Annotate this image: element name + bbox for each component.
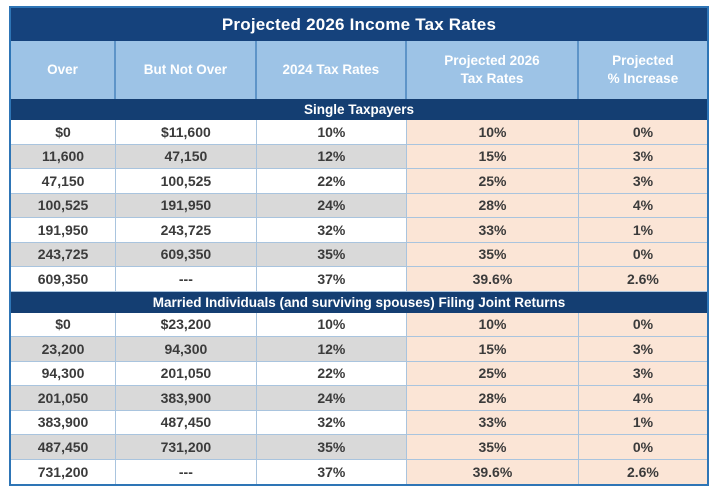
table-cell: 28% [407, 386, 579, 411]
table-cell: 12% [256, 144, 407, 169]
table-cell: 11,600 [11, 144, 117, 169]
table-cell: $23,200 [116, 312, 257, 337]
table-cell: 32% [256, 410, 407, 435]
table-cell: 0% [578, 312, 707, 337]
table-cell: 191,950 [116, 193, 257, 218]
table-cell: 609,350 [116, 242, 257, 267]
table-cell: 243,725 [11, 242, 117, 267]
table-cell: 383,900 [11, 410, 117, 435]
table-cell: 10% [256, 312, 407, 337]
table-cell: 609,350 [11, 267, 117, 292]
table-cell: 100,525 [11, 193, 117, 218]
table-cell: 0% [578, 435, 707, 460]
table-cell: 1% [578, 410, 707, 435]
table-cell: 3% [578, 169, 707, 194]
table-cell: 94,300 [116, 337, 257, 362]
section-header-married-individuals-and-: Married Individuals (and surviving spous… [11, 291, 707, 313]
table-cell: 12% [256, 337, 407, 362]
table-cell: 2.6% [578, 267, 707, 292]
column-header-2024-tax-rates: 2024 Tax Rates [257, 41, 407, 99]
table-row: $0 $11,600 10% 10% 0% [11, 120, 707, 145]
table-cell: 3% [578, 144, 707, 169]
table-body: Single Taxpayers $0 $11,600 10% 10% 0% 11,600 4… [11, 99, 707, 484]
table-cell: 28% [407, 193, 579, 218]
table-row: 383,900 487,450 32% 33% 1% [11, 410, 707, 435]
table-cell: 3% [578, 361, 707, 386]
column-header-over: Over [11, 41, 117, 99]
table-row: 731,200 --- 37% 39.6% 2.6% [11, 459, 707, 484]
table-cell: 33% [407, 410, 579, 435]
table-cell: 4% [578, 386, 707, 411]
table-cell: 201,050 [11, 386, 117, 411]
table-cell: 243,725 [116, 218, 257, 243]
table-cell: 0% [578, 242, 707, 267]
table-row: $0 $23,200 10% 10% 0% [11, 312, 707, 337]
column-header-row: Over But Not Over 2024 Tax Rates Projected … [11, 41, 707, 99]
table-cell: 4% [578, 193, 707, 218]
table-cell: 39.6% [407, 267, 579, 292]
table-row: 100,525 191,950 24% 28% 4% [11, 193, 707, 218]
table-cell: 94,300 [11, 361, 117, 386]
table-cell: 47,150 [11, 169, 117, 194]
table-row: 23,200 94,300 12% 15% 3% [11, 337, 707, 362]
table-cell: 25% [407, 361, 579, 386]
table-cell: 24% [256, 193, 407, 218]
table-row: 609,350 --- 37% 39.6% 2.6% [11, 267, 707, 292]
table-cell: 10% [256, 120, 407, 145]
table-cell: 22% [256, 361, 407, 386]
table-row: 11,600 47,150 12% 15% 3% [11, 144, 707, 169]
table-cell: --- [116, 459, 257, 484]
table-cell: 383,900 [116, 386, 257, 411]
table-title: Projected 2026 Income Tax Rates [11, 8, 707, 41]
table-row: 94,300 201,050 22% 25% 3% [11, 361, 707, 386]
table-cell: 24% [256, 386, 407, 411]
table-row: 201,050 383,900 24% 28% 4% [11, 386, 707, 411]
table-row: 487,450 731,200 35% 35% 0% [11, 435, 707, 460]
table-cell: $11,600 [116, 120, 257, 145]
table-cell: 39.6% [407, 459, 579, 484]
table-cell: 15% [407, 337, 579, 362]
table-cell: 487,450 [11, 435, 117, 460]
table-cell: 100,525 [116, 169, 257, 194]
income-tax-rates-table: Projected 2026 Income Tax Rates Over But … [9, 6, 709, 486]
table-cell: 23,200 [11, 337, 117, 362]
table-cell: 32% [256, 218, 407, 243]
column-header-projected-increase: Projected % Increase [607, 52, 679, 86]
table-row: 191,950 243,725 32% 33% 1% [11, 218, 707, 243]
table-cell: 35% [256, 435, 407, 460]
table-cell: 10% [407, 312, 579, 337]
section-header-single-taxpayers: Single Taxpayers [11, 99, 707, 120]
table-cell: 15% [407, 144, 579, 169]
table-cell: 37% [256, 459, 407, 484]
table-cell: 37% [256, 267, 407, 292]
table-cell: 25% [407, 169, 579, 194]
table-row: 243,725 609,350 35% 35% 0% [11, 242, 707, 267]
table-cell: 35% [256, 242, 407, 267]
table-cell: 487,450 [116, 410, 257, 435]
table-cell: 33% [407, 218, 579, 243]
table-cell: 1% [578, 218, 707, 243]
table-cell: 0% [578, 120, 707, 145]
table-cell: 35% [407, 242, 579, 267]
table-row: 47,150 100,525 22% 25% 3% [11, 169, 707, 194]
column-header-but-not-over: But Not Over [116, 41, 257, 99]
column-header-projected-2026-tax-rates: Projected 2026 Tax Rates [407, 41, 579, 99]
table-cell: --- [116, 267, 257, 292]
table-cell: 22% [256, 169, 407, 194]
table-cell: 47,150 [116, 144, 257, 169]
table-cell: 731,200 [116, 435, 257, 460]
table-cell: 201,050 [116, 361, 257, 386]
table-cell: 3% [578, 337, 707, 362]
table-cell: 2.6% [578, 459, 707, 484]
table-cell: 191,950 [11, 218, 117, 243]
table-cell: 35% [407, 435, 579, 460]
table-cell: 10% [407, 120, 579, 145]
table-cell: 731,200 [11, 459, 117, 484]
table-cell: $0 [11, 312, 117, 337]
table-cell: $0 [11, 120, 117, 145]
